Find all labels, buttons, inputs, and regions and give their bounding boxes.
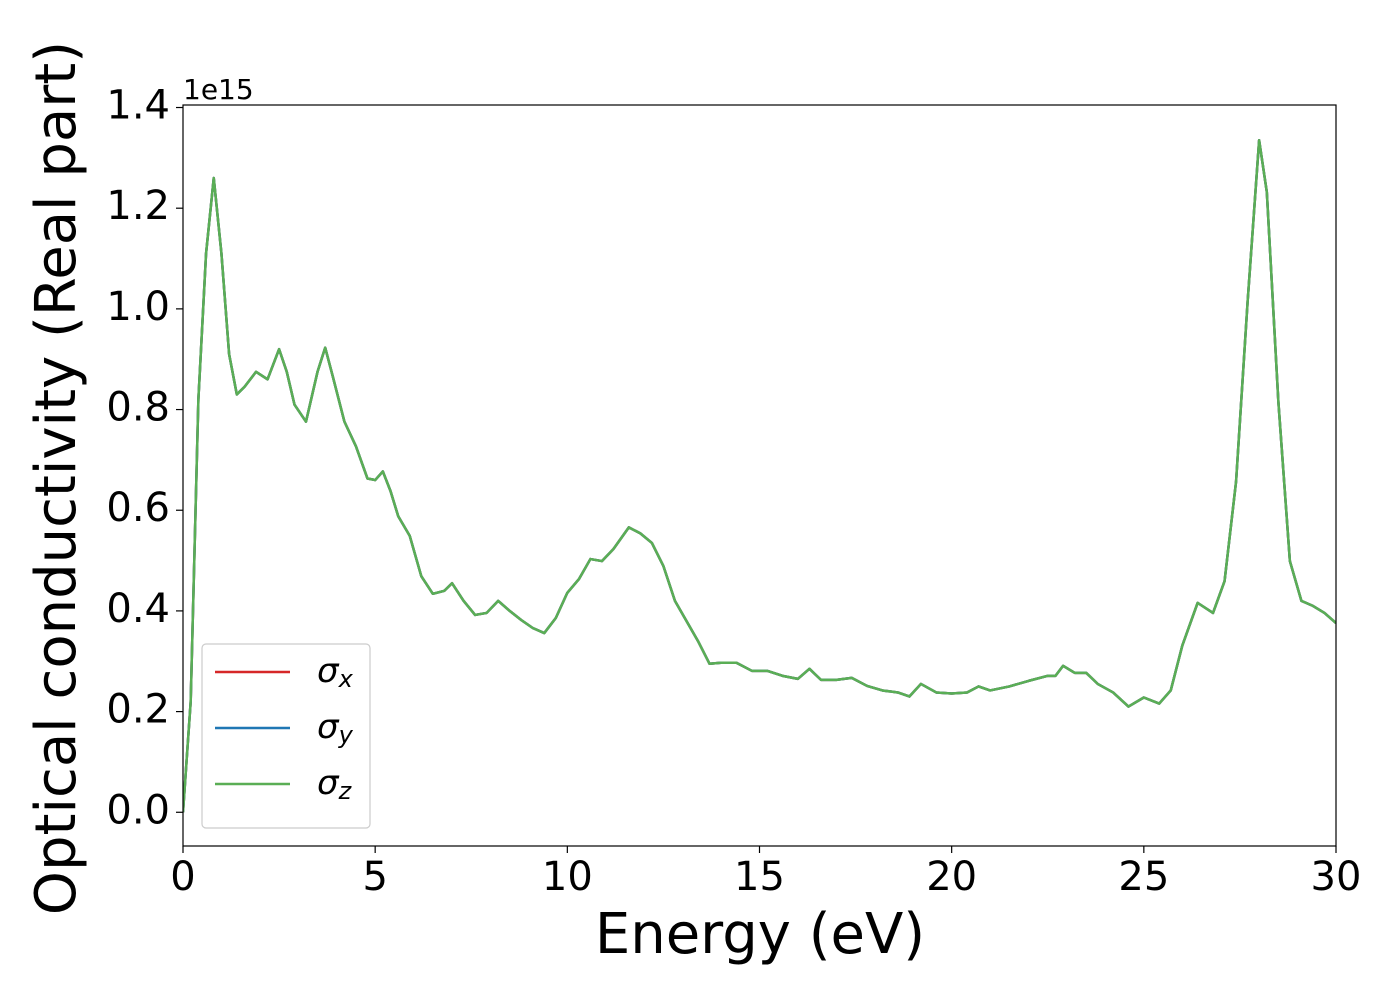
y-tick-label: 0.0 xyxy=(106,787,170,833)
legend-box xyxy=(201,643,371,829)
x-tick-label: 10 xyxy=(542,854,593,900)
plot-frame xyxy=(182,104,1337,847)
data-line xyxy=(183,138,1336,813)
y-tick-label: 1.2 xyxy=(106,183,170,229)
y-tick-label: 0.8 xyxy=(106,385,170,431)
y-offset-label: 1e15 xyxy=(183,73,254,106)
y-tick-label: 1.0 xyxy=(106,284,170,330)
x-tick-label: 15 xyxy=(734,854,785,900)
x-tick-label: 0 xyxy=(170,854,195,900)
y-tick-label: 0.4 xyxy=(106,586,170,632)
y-tick-label: 0.6 xyxy=(106,485,170,531)
legend-label: σz xyxy=(317,763,353,806)
x-tick-label: 5 xyxy=(362,854,387,900)
y-tick-label: 0.2 xyxy=(106,687,170,733)
y-axis-label: Optical conductivity (Real part) xyxy=(24,41,89,915)
x-tick-label: 20 xyxy=(926,854,977,900)
legend-label: σx xyxy=(317,651,354,694)
legend-label: σy xyxy=(317,707,354,750)
x-tick-label: 25 xyxy=(1118,854,1169,900)
x-tick-label: 30 xyxy=(1311,854,1362,900)
x-axis-label: Energy (eV) xyxy=(595,902,925,967)
y-tick-label: 1.4 xyxy=(106,83,170,129)
